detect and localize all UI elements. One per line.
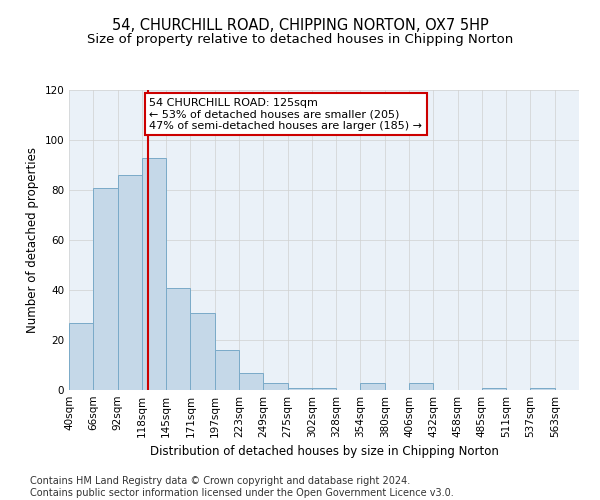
Y-axis label: Number of detached properties: Number of detached properties bbox=[26, 147, 39, 333]
Bar bbox=[409, 382, 433, 390]
Bar bbox=[239, 372, 263, 390]
Bar bbox=[312, 388, 336, 390]
Text: 54 CHURCHILL ROAD: 125sqm
← 53% of detached houses are smaller (205)
47% of semi: 54 CHURCHILL ROAD: 125sqm ← 53% of detac… bbox=[149, 98, 422, 130]
X-axis label: Distribution of detached houses by size in Chipping Norton: Distribution of detached houses by size … bbox=[149, 446, 499, 458]
Bar bbox=[361, 382, 385, 390]
Bar bbox=[142, 158, 166, 390]
Bar bbox=[190, 312, 215, 390]
Bar bbox=[263, 382, 287, 390]
Text: Contains HM Land Registry data © Crown copyright and database right 2024.
Contai: Contains HM Land Registry data © Crown c… bbox=[30, 476, 454, 498]
Text: Size of property relative to detached houses in Chipping Norton: Size of property relative to detached ho… bbox=[87, 32, 513, 46]
Bar bbox=[69, 322, 93, 390]
Bar bbox=[118, 175, 142, 390]
Bar bbox=[287, 388, 312, 390]
Bar bbox=[482, 388, 506, 390]
Bar bbox=[215, 350, 239, 390]
Bar bbox=[530, 388, 555, 390]
Text: 54, CHURCHILL ROAD, CHIPPING NORTON, OX7 5HP: 54, CHURCHILL ROAD, CHIPPING NORTON, OX7… bbox=[112, 18, 488, 32]
Bar bbox=[166, 288, 190, 390]
Bar bbox=[93, 188, 118, 390]
